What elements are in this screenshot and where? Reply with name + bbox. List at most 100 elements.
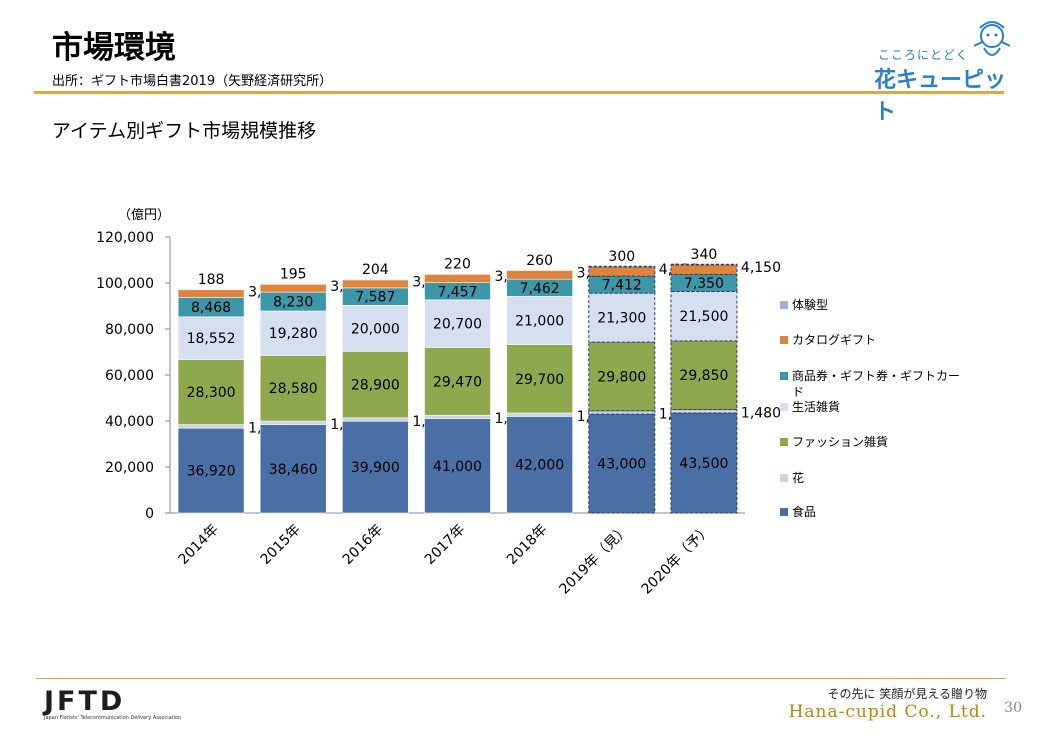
bar-segment — [670, 340, 738, 411]
bar-segment — [506, 270, 573, 280]
data-label: 19,280 — [269, 326, 318, 342]
y-unit-label: （億円） — [118, 207, 170, 223]
y-tick-label: 60,000 — [105, 368, 154, 384]
bar-segment — [259, 355, 327, 422]
data-label: 28,580 — [269, 381, 318, 397]
data-label: 28,300 — [187, 385, 236, 401]
data-label: 42,000 — [515, 458, 564, 474]
data-label: 43,500 — [679, 456, 728, 472]
bar-segment — [670, 263, 738, 266]
page-number: 30 — [1004, 700, 1022, 716]
x-tick-label: 2018年 — [504, 522, 550, 568]
y-tick-label: 0 — [145, 506, 154, 522]
y-tick-label: 100,000 — [96, 276, 154, 292]
data-label: 7,587 — [355, 290, 395, 306]
bar-segment — [259, 283, 327, 285]
bar-segment — [588, 413, 656, 514]
data-label: 41,000 — [433, 459, 482, 475]
cupid-mascot-icon — [973, 21, 1011, 56]
bar-segment — [342, 417, 409, 422]
bar-segment — [424, 418, 491, 514]
bar-segment — [342, 278, 409, 281]
data-label: 21,500 — [679, 309, 728, 325]
data-label: 21,000 — [515, 314, 564, 330]
footer-company: Hana-cupid Co., Ltd. — [788, 702, 987, 722]
legend-swatch — [780, 372, 788, 380]
bar-segment — [588, 265, 656, 268]
source-note: 出所：ギフト市場白書2019（矢野経済研究所） — [52, 74, 333, 89]
chart-subtitle: アイテム別ギフト市場規模推移 — [52, 120, 317, 142]
legend-label: カタログギフト — [792, 333, 876, 347]
data-label: 204 — [362, 262, 389, 278]
data-label: 29,850 — [679, 368, 728, 384]
bar-segment — [670, 412, 738, 514]
data-label: 29,800 — [597, 369, 646, 385]
data-label: 195 — [280, 267, 307, 283]
bar-segment — [424, 347, 491, 416]
page-title: 市場環境 — [52, 30, 176, 66]
y-tick-label: 40,000 — [105, 414, 154, 430]
data-label: 300 — [608, 249, 635, 265]
bar-segment — [259, 283, 327, 293]
legend-label: 花 — [792, 470, 804, 485]
bar-segment — [588, 275, 656, 294]
bar-segment — [424, 273, 491, 283]
data-label: 1,480 — [741, 406, 781, 422]
bar-segment — [177, 289, 245, 298]
data-label: 260 — [526, 253, 553, 269]
legend-label: 商品券・ギフト券・ギフトカー — [792, 368, 960, 383]
legend-swatch — [780, 336, 788, 344]
jftd-logo-subtext: Japan Florists' Telecommunication Delive… — [44, 715, 182, 721]
data-label: 8,230 — [273, 295, 313, 311]
legend-label: ファッション雑貨 — [792, 434, 888, 449]
bar-segment — [259, 310, 327, 356]
data-label: 18,552 — [187, 331, 236, 347]
bar-segment — [670, 264, 738, 276]
legend-label: 食品 — [792, 504, 816, 519]
data-label: 28,900 — [351, 378, 400, 394]
bar-segment — [588, 410, 656, 415]
legend-swatch — [780, 403, 788, 411]
data-label: 20,000 — [351, 321, 400, 337]
logo-tagline: こころにとどく — [878, 48, 969, 62]
bar-segment — [342, 420, 409, 514]
x-tick-label: 2014年 — [175, 522, 221, 568]
data-label: 340 — [691, 247, 718, 263]
hanacupid-logo: こころにとどく 花キューピット — [864, 18, 1014, 125]
logo-name: 花キューピット — [874, 68, 1007, 125]
bar-segment — [588, 341, 656, 412]
bar-segment — [342, 351, 409, 419]
bar-segment — [177, 424, 245, 429]
jftd-logo-text: JFTD — [44, 686, 126, 717]
bar-segment — [506, 416, 573, 514]
bar-segment — [424, 299, 491, 348]
legend-label: 生活雑貨 — [792, 399, 840, 414]
data-label: 36,920 — [187, 464, 236, 480]
x-tick-label: 2015年 — [258, 522, 304, 568]
legend-swatch — [780, 438, 788, 446]
legend-label: ド — [792, 385, 804, 399]
y-tick-label: 80,000 — [105, 322, 154, 338]
y-tick-label: 20,000 — [105, 460, 154, 476]
bar-segment — [588, 266, 656, 277]
data-label: 7,457 — [437, 284, 477, 300]
legend-swatch — [780, 474, 788, 482]
bar-segment — [506, 344, 573, 414]
bar-segment — [177, 359, 245, 425]
bar-segment — [506, 412, 573, 417]
footer-slogan: その先に 笑顔が見える贈り物 — [827, 687, 987, 701]
bar-segment — [588, 292, 656, 343]
legend-label: 体験型 — [792, 297, 828, 312]
data-label: 29,470 — [433, 374, 482, 390]
x-tick-label: 2019年（見） — [557, 522, 633, 598]
bar-segment — [424, 414, 491, 419]
data-label: 188 — [198, 272, 225, 288]
bar-segment — [177, 288, 245, 291]
bar-segment — [177, 427, 245, 514]
x-tick-label: 2020年（予） — [639, 522, 715, 598]
footer-divider — [36, 678, 1006, 679]
bar-segment — [670, 290, 738, 342]
jftd-logo: JFTD Japan Florists' Telecommunication D… — [44, 686, 181, 721]
bar-segment — [342, 279, 409, 289]
